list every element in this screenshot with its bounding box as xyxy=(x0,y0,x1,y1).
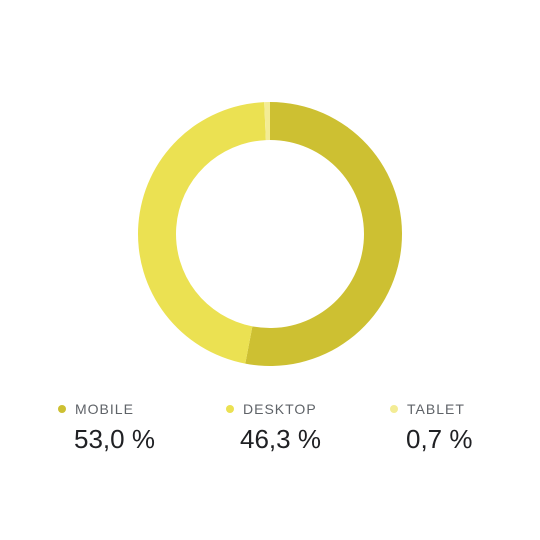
legend-item-tablet: TABLET 0,7 % xyxy=(390,398,473,455)
legend-label-mobile: MOBILE xyxy=(75,401,134,417)
legend-dot-tablet xyxy=(390,405,398,413)
legend-dot-mobile xyxy=(58,405,66,413)
donut-slice-mobile xyxy=(245,102,402,366)
legend-value-mobile: 53,0 % xyxy=(74,424,155,454)
legend-dot-desktop xyxy=(226,405,234,413)
legend-item-desktop: DESKTOP 46,3 % xyxy=(226,398,321,455)
legend-value-desktop: 46,3 % xyxy=(240,424,321,454)
legend-label-tablet: TABLET xyxy=(407,401,465,417)
donut-slice-desktop xyxy=(137,102,266,364)
donut-slice-tablet xyxy=(264,102,270,141)
legend-label-desktop: DESKTOP xyxy=(243,401,317,417)
legend-item-mobile: MOBILE 53,0 % xyxy=(58,398,155,455)
legend-value-tablet: 0,7 % xyxy=(406,424,473,454)
chart-legend: MOBILE 53,0 % DESKTOP 46,3 % TABLET 0,7 … xyxy=(0,398,540,468)
